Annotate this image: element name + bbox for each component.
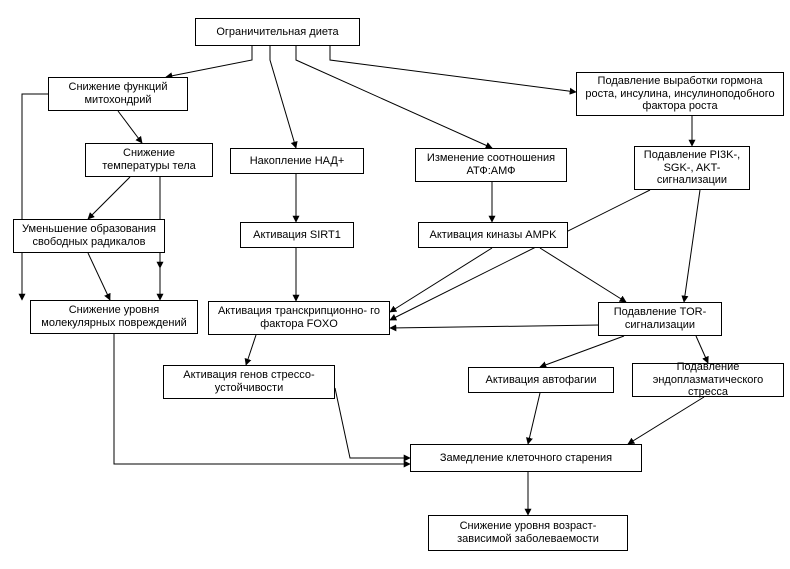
node-diet: Ограничительная диета [195,18,360,46]
node-mito: Снижение функций митохондрий [48,77,188,111]
flowchart-canvas: Ограничительная диета Снижение функций ми… [0,0,790,569]
edge [270,46,296,148]
edge [88,177,130,219]
edge [528,393,540,444]
node-atp: Изменение соотношения АТФ:АМФ [415,148,567,182]
edge [335,388,410,458]
edge [22,94,48,300]
edge [296,46,492,148]
edge [696,336,708,363]
node-damage: Снижение уровня молекулярных повреждений [30,300,198,334]
node-stressgenes: Активация генов стрессо- устойчивости [163,365,335,399]
node-sirt1: Активация SIRT1 [240,222,354,248]
node-nad: Накопление НАД+ [230,148,364,174]
edge [390,190,650,320]
node-morbidity: Снижение уровня возраст-зависимой заболе… [428,515,628,551]
node-tor: Подавление TOR-сигнализации [598,302,722,336]
node-pi3k: Подавление PI3K-, SGK-, AKT-сигнализации [634,146,750,190]
edge [246,335,256,365]
node-hormones: Подавление выработки гормона роста, инсу… [576,72,784,116]
edge [540,336,624,367]
node-temp: Снижение температуры тела [85,143,213,177]
edge [628,397,704,444]
edge [88,253,110,300]
node-ampk: Активация киназы AMPK [418,222,568,248]
node-foxo: Активация транскрипционно- го фактора FO… [208,301,390,335]
node-erstress: Подавление эндоплазматического стресса [632,363,784,397]
node-autophagy: Активация автофагии [468,367,614,393]
edge [684,190,700,302]
edge [118,111,142,143]
edge [330,46,576,92]
edge [540,248,626,302]
node-radicals: Уменьшение образования свободных радикал… [13,219,165,253]
edge [390,248,492,312]
edge [390,325,600,328]
node-cellaging: Замедление клеточного старения [410,444,642,472]
edge [166,46,252,77]
edge [114,334,410,464]
